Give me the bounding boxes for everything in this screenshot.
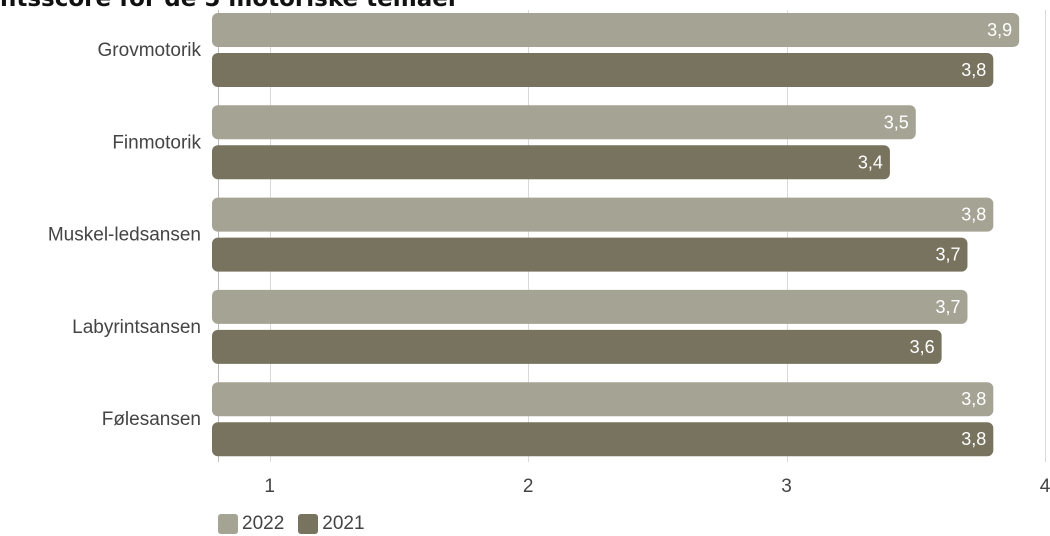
category-label-finmotorik: Finmotorik bbox=[112, 132, 201, 153]
category-label-grovmotorik: Grovmotorik bbox=[98, 40, 202, 61]
legend: 2022 2021 bbox=[218, 513, 365, 535]
bar-grovmotorik-2021 bbox=[212, 53, 994, 87]
bar-muskel-ledsansen-2022 bbox=[212, 197, 994, 232]
data-label-f-lesansen-2021: 3,8 bbox=[961, 429, 986, 449]
legend-swatch-2021 bbox=[298, 514, 319, 534]
category-label-muskel-ledsansen: Muskel-ledsansen bbox=[48, 225, 201, 246]
bar-labyrintsansen-2021 bbox=[212, 329, 942, 364]
data-label-grovmotorik-2021: 3,8 bbox=[961, 60, 986, 80]
bar-f-lesansen-2022 bbox=[212, 382, 994, 417]
chart-title: ntsscore for de 5 motoriske temaer bbox=[0, 0, 459, 12]
data-label-muskel-ledsansen-2022: 3,8 bbox=[961, 205, 986, 225]
legend-label-2022: 2022 bbox=[242, 513, 285, 534]
legend-item-2021: 2021 bbox=[298, 513, 365, 535]
bar-muskel-ledsansen-2021 bbox=[212, 237, 968, 272]
x-tick-label-3: 3 bbox=[781, 476, 792, 497]
legend-swatch-2022 bbox=[218, 514, 238, 534]
x-tick-label-1: 1 bbox=[264, 476, 275, 497]
category-label-f-lesansen: Følesansen bbox=[102, 409, 201, 430]
data-label-labyrintsansen-2021: 3,6 bbox=[910, 337, 935, 357]
data-label-f-lesansen-2022: 3,8 bbox=[961, 389, 986, 409]
data-label-finmotorik-2021: 3,4 bbox=[858, 152, 883, 172]
bar-finmotorik-2022 bbox=[212, 105, 916, 140]
data-label-grovmotorik-2022: 3,9 bbox=[987, 20, 1012, 40]
data-label-muskel-ledsansen-2021: 3,7 bbox=[935, 245, 960, 265]
legend-item-2022: 2022 bbox=[218, 513, 284, 535]
bar-f-lesansen-2021 bbox=[212, 422, 994, 457]
bar-finmotorik-2021 bbox=[212, 145, 890, 180]
x-tick-label-2: 2 bbox=[523, 476, 534, 497]
legend-label-2021: 2021 bbox=[322, 513, 365, 534]
data-label-labyrintsansen-2022: 3,7 bbox=[935, 297, 960, 317]
bar-grovmotorik-2022 bbox=[212, 13, 1020, 47]
data-label-finmotorik-2022: 3,5 bbox=[884, 112, 909, 132]
category-label-labyrintsansen: Labyrintsansen bbox=[72, 317, 201, 338]
bar-labyrintsansen-2022 bbox=[212, 289, 968, 324]
x-tick-label-4: 4 bbox=[1040, 476, 1050, 497]
